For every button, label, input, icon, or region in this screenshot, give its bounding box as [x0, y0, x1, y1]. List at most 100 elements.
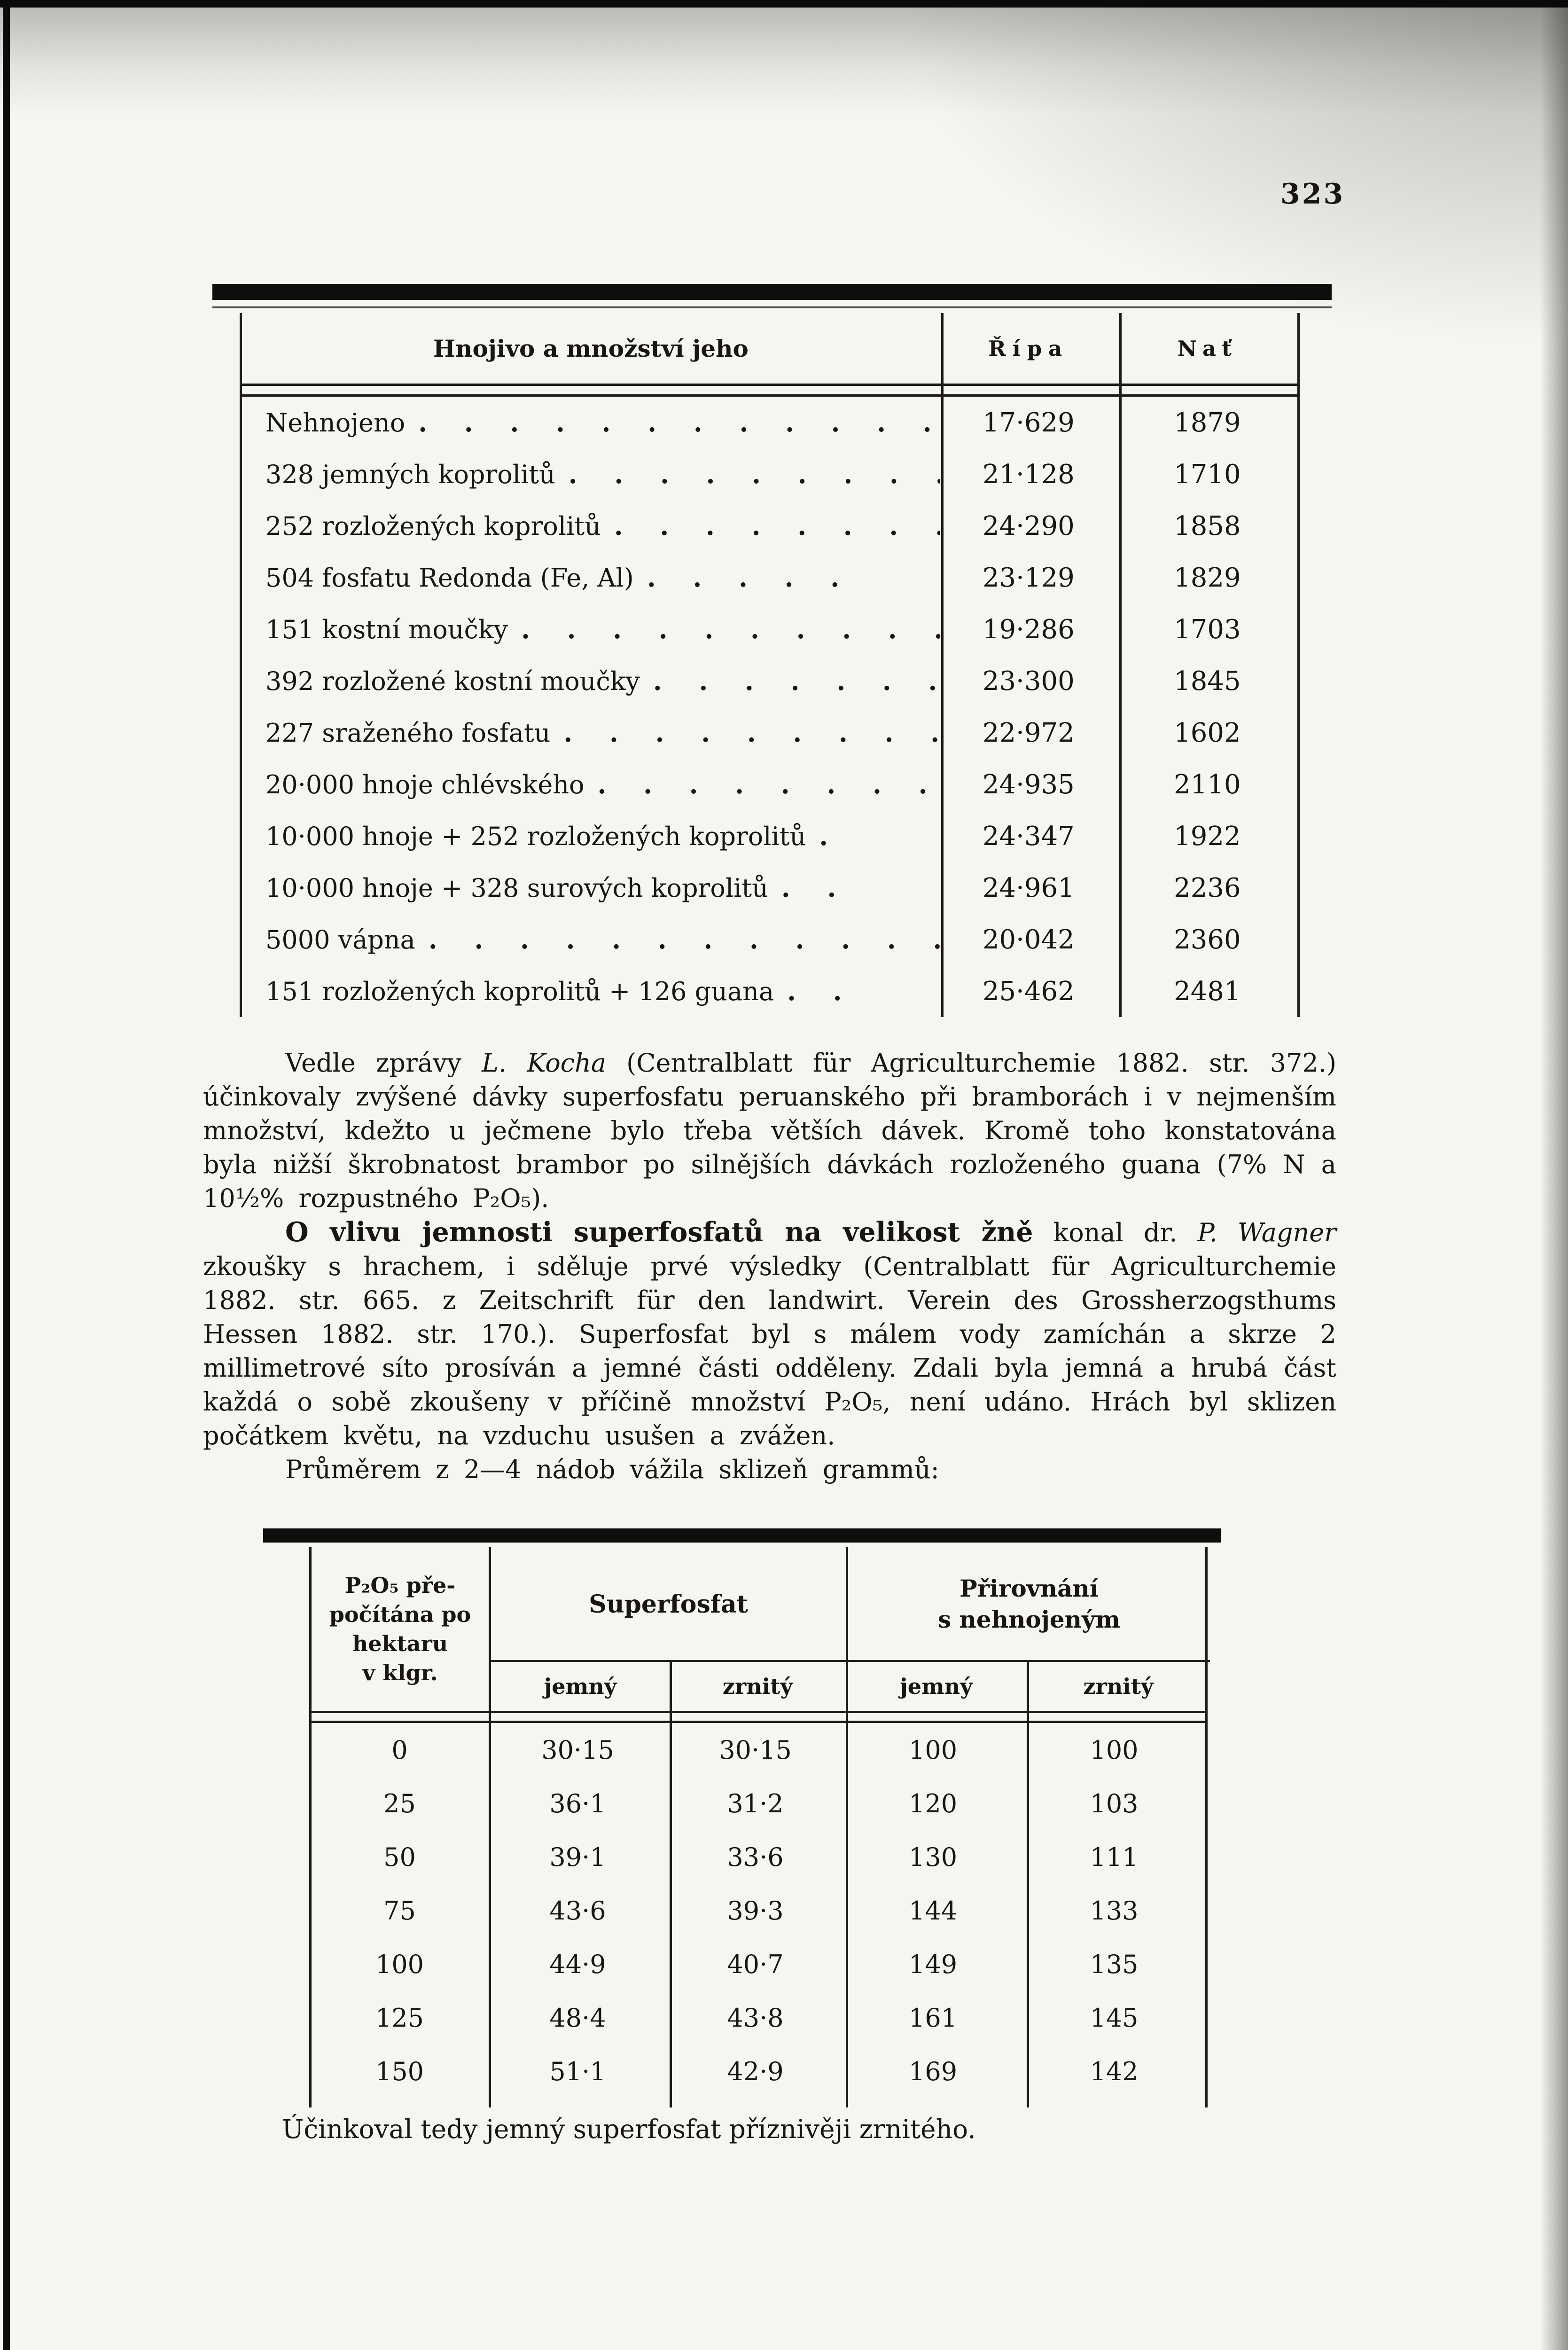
table-row: 10·000 hnoje + 252 rozložených koprolitů…	[242, 810, 1297, 862]
dot-leader: .	[819, 821, 843, 851]
subheader-jemny: jemný	[900, 1674, 973, 1699]
superfosfat-zrnity-value: 42·9	[727, 2056, 784, 2086]
fertilizer-label: 10·000 hnoje + 328 surových koprolitů	[265, 873, 768, 903]
superfosfat-zrnity-value: 30·15	[719, 1735, 792, 1765]
dot-leader: . . . . .	[647, 563, 854, 593]
comparison-jemny-value: 130	[909, 1842, 958, 1872]
text-segment: konal dr.	[1033, 1218, 1198, 1247]
text-segment-italic: P. Wagner	[1197, 1218, 1336, 1247]
table-row: 100 44·9 40·7 149 135	[312, 1937, 1205, 1991]
subheader-zrnity: zrnitý	[1083, 1674, 1154, 1699]
dot-leader: . . . . . . . .	[614, 511, 940, 541]
superfosfat-zrnity-value: 40·7	[727, 1949, 784, 1979]
table-row: 252 rozložených koprolitů . . . . . . . .…	[242, 500, 1297, 552]
ripa-value: 24·347	[982, 821, 1075, 852]
table-row: 151 kostní moučky . . . . . . . . . . 19·…	[242, 603, 1297, 655]
ripa-value: 24·290	[982, 510, 1075, 541]
scan-edge-right	[1540, 8, 1568, 2350]
dot-leader: . .	[787, 976, 856, 1006]
ripa-value: 24·935	[982, 769, 1075, 800]
ripa-value: 19·286	[982, 614, 1075, 645]
ripa-value: 17·629	[982, 407, 1075, 438]
fertilizer-yield-table: Hnojivo a množství jeho Řípa Nať Nehnoje…	[240, 313, 1300, 1017]
fertilizer-label: 20·000 hnoje chlévského	[265, 770, 585, 799]
dot-leader: . . . . . . . . . . . . .	[428, 924, 940, 955]
superfosfat-jemny-value: 36·1	[549, 1788, 606, 1818]
table2-header-rule	[312, 1711, 1205, 1723]
comparison-jemny-value: 169	[909, 2056, 958, 2086]
column-header-fertilizer: Hnojivo a množství jeho	[433, 334, 749, 362]
ripa-value: 22·972	[982, 717, 1075, 748]
p2o5-dose: 150	[375, 2056, 424, 2086]
scan-shadow-top	[0, 8, 1568, 116]
body-text: Vedle zprávy L. Kocha (Centralblatt für …	[203, 1046, 1336, 1487]
fertilizer-label: 252 rozložených koprolitů	[265, 511, 601, 541]
nat-value: 2360	[1174, 924, 1241, 955]
table-row: 20·000 hnoje chlévského . . . . . . . . 2…	[242, 759, 1297, 810]
table-row: 50 39·1 33·6 130 111	[312, 1830, 1205, 1884]
table2-column-divider	[489, 1547, 491, 2107]
header-line: v klgr.	[362, 1660, 438, 1685]
table2-column-divider	[846, 1547, 848, 2107]
nat-value: 1703	[1174, 614, 1241, 645]
superfosfat-jemny-value: 48·4	[549, 2003, 606, 2033]
header-line: P₂O₅ pře-	[344, 1573, 456, 1598]
comparison-jemny-value: 100	[909, 1735, 958, 1765]
table-row: 328 jemných koprolitů . . . . . . . . . 2…	[242, 448, 1297, 500]
dot-leader: . . . . . . . . . . . . .	[418, 407, 940, 438]
fertilizer-label: 392 rozložené kostní moučky	[265, 666, 640, 696]
scan-edge-top	[0, 0, 1568, 8]
column-header-nat: Nať	[1177, 336, 1237, 361]
comparison-zrnity-value: 111	[1090, 1842, 1139, 1872]
text-segment: Vedle zprávy	[285, 1048, 482, 1078]
table2-group-rule	[491, 1660, 1210, 1662]
fertilizer-label: 5000 vápna	[265, 925, 415, 955]
fertilizer-label: 151 kostní moučky	[265, 615, 508, 644]
nat-value: 1829	[1174, 562, 1241, 593]
table-row: 150 51·1 42·9 169 142	[312, 2044, 1205, 2098]
table1-header-row: Hnojivo a množství jeho Řípa Nať	[242, 313, 1297, 384]
column-header-ripa: Řípa	[988, 336, 1069, 361]
text-segment: zkoušky s hrachem, i sděluje prvé výsled…	[203, 1252, 1336, 1450]
header-line: Přirovnání	[960, 1574, 1099, 1602]
comparison-jemny-value: 161	[909, 2003, 958, 2033]
superfosfat-zrnity-value: 31·2	[727, 1788, 784, 1818]
column-header-p2o5: P₂O₅ pře- počítána po hektaru v klgr.	[312, 1547, 489, 1711]
header-line: počítána po	[329, 1602, 471, 1627]
nat-value: 2481	[1174, 976, 1241, 1007]
table-row: Nehnojeno . . . . . . . . . . . . . 17·62…	[242, 397, 1297, 448]
comparison-zrnity-value: 142	[1090, 2056, 1139, 2086]
p2o5-dose: 50	[383, 1842, 416, 1872]
subheader-zrnity: zrnitý	[722, 1674, 793, 1699]
comparison-zrnity-value: 100	[1090, 1735, 1139, 1765]
nat-value: 1845	[1174, 666, 1241, 697]
fertilizer-label: 328 jemných koprolitů	[265, 460, 555, 489]
subheader-jemny: jemný	[544, 1674, 617, 1699]
dot-leader: . . . . . . .	[653, 666, 940, 696]
dot-leader: . .	[781, 873, 850, 903]
superfosfat-zrnity-value: 43·8	[727, 2003, 784, 2033]
closing-sentence: Účinkoval tedy jemný superfosfat přízniv…	[282, 2114, 976, 2144]
superfosfat-jemny-value: 39·1	[549, 1842, 606, 1872]
paragraph-harvest-intro: Průměrem z 2—4 nádob vážila sklizeň gram…	[285, 1455, 939, 1484]
superfosfat-zrnity-value: 33·6	[727, 1842, 784, 1872]
fertilizer-label: 504 fosfatu Redonda (Fe, Al)	[265, 563, 634, 593]
table2-column-divider	[670, 1661, 672, 2107]
superfosfat-zrnity-value: 39·3	[727, 1896, 784, 1926]
comparison-zrnity-value: 103	[1090, 1788, 1139, 1818]
group-header-superfosfat: Superfosfat	[589, 1590, 748, 1619]
table-row: 0 30·15 30·15 100 100	[312, 1723, 1205, 1777]
dot-leader: . . . . . . . . .	[563, 718, 940, 748]
table-row: 125 48·4 43·8 161 145	[312, 1991, 1205, 2044]
p2o5-dose: 125	[375, 2003, 424, 2033]
superfosfat-jemny-value: 43·6	[549, 1896, 606, 1926]
table-row: 5000 vápna . . . . . . . . . . . . . 20·0…	[242, 914, 1297, 965]
ripa-value: 23·129	[982, 562, 1075, 593]
ripa-value: 21·128	[982, 459, 1075, 490]
nat-value: 1602	[1174, 717, 1241, 748]
table-row: 504 fosfatu Redonda (Fe, Al) . . . . . 23…	[242, 552, 1297, 603]
table1-top-rule	[212, 284, 1332, 300]
fertilizer-label: 151 rozložených koprolitů + 126 guana	[265, 977, 774, 1006]
dot-leader: . . . . . . . .	[597, 769, 940, 799]
